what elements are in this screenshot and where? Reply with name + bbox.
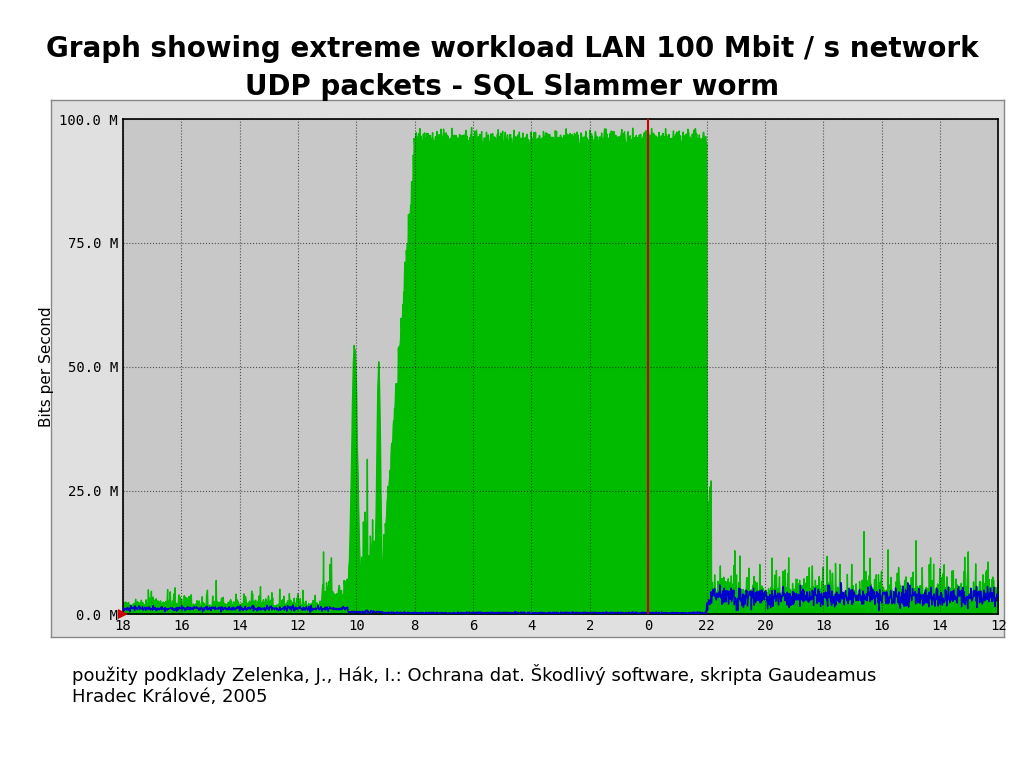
Text: Graph showing extreme workload LAN 100 Mbit / s network: Graph showing extreme workload LAN 100 M… [46,35,978,62]
Text: UDP packets - SQL Slammer worm: UDP packets - SQL Slammer worm [245,73,779,101]
Text: použity podklady Zelenka, J., Hák, I.: Ochrana dat. Škodlivý software, skripta G: použity podklady Zelenka, J., Hák, I.: O… [72,664,877,706]
Y-axis label: Bits per Second: Bits per Second [39,306,54,427]
